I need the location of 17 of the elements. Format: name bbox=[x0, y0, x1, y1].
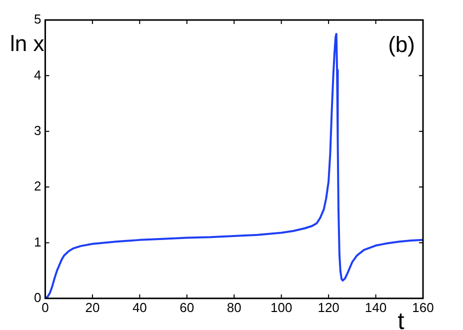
x-tick-label: 20 bbox=[85, 300, 100, 315]
y-tick-label: 1 bbox=[34, 234, 42, 250]
x-tick-label: 120 bbox=[318, 300, 340, 315]
y-tick-label: 3 bbox=[34, 122, 42, 138]
x-tick-label: 100 bbox=[270, 300, 292, 315]
x-tick-label: 140 bbox=[364, 300, 387, 315]
y-tick-label: 2 bbox=[34, 178, 42, 194]
y-axis-title: ln x bbox=[10, 31, 44, 56]
x-tick-label: 160 bbox=[412, 300, 434, 315]
y-tick-label: 4 bbox=[34, 67, 42, 82]
x-tick-label: 80 bbox=[226, 300, 242, 315]
x-tick-label: 40 bbox=[132, 300, 147, 315]
x-tick-label: 60 bbox=[180, 300, 194, 315]
y-tick-label: 0 bbox=[34, 290, 42, 305]
x-axis-title: t bbox=[398, 308, 405, 330]
annotation: (b) bbox=[388, 32, 415, 58]
y-tick-label: 5 bbox=[34, 12, 42, 27]
